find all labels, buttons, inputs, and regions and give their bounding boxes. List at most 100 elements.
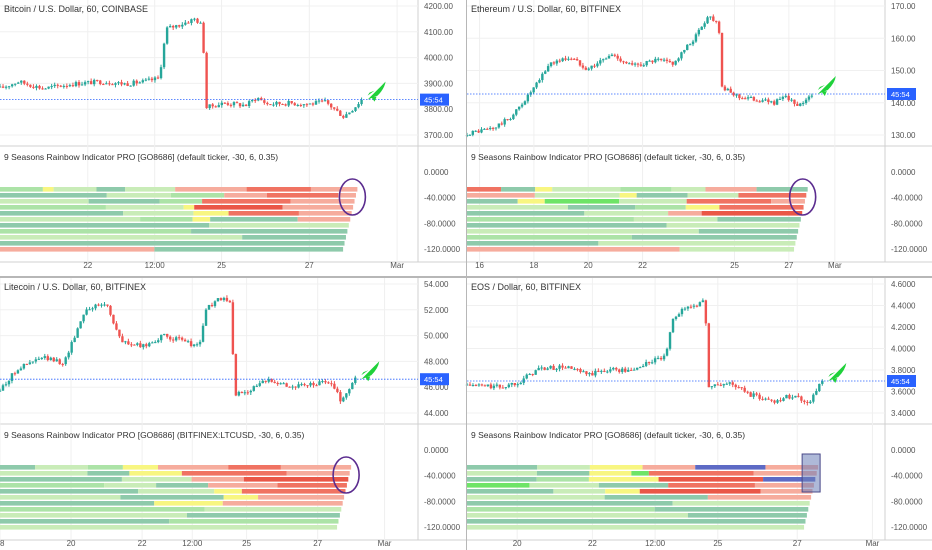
rainbow-band-segment — [584, 211, 669, 216]
candle-body — [483, 385, 487, 387]
candle-body — [526, 94, 530, 102]
rainbow-band-segment — [0, 217, 141, 222]
indicator-tick-label: 0.0000 — [891, 446, 916, 455]
candle-body — [91, 308, 94, 310]
candle-body — [13, 373, 17, 375]
candle-body — [697, 29, 701, 35]
candle-body — [174, 337, 178, 341]
candle-body — [549, 62, 553, 67]
candle-body — [793, 99, 796, 104]
candle-body — [129, 85, 132, 87]
candle-body — [630, 63, 634, 65]
rainbow-band-segment — [695, 465, 766, 470]
candle-body — [127, 341, 130, 345]
candle-body — [82, 314, 85, 322]
candle-body — [211, 104, 214, 107]
candle-body — [247, 101, 251, 107]
rainbow-band-segment — [0, 187, 43, 192]
indicator-tick-label: -120.0000 — [891, 245, 928, 254]
candle-body — [812, 394, 815, 402]
candle-body — [761, 398, 764, 400]
price-tick-label: 4000.00 — [424, 54, 453, 63]
candle-body — [163, 333, 166, 335]
price-pane-title: Litecoin / U.S. Dollar, 60, BITFINEX — [4, 282, 146, 292]
highlight-circle — [788, 178, 817, 216]
candle-body — [641, 365, 645, 368]
candle-body — [717, 21, 721, 33]
highlight-circle — [338, 178, 367, 216]
candle-body — [223, 102, 227, 104]
candle-body — [339, 110, 342, 116]
candle-body — [494, 127, 498, 129]
price-tick-label: 3700.00 — [424, 131, 453, 140]
candle-body — [329, 103, 333, 108]
candle-body — [552, 365, 555, 370]
candle-body — [671, 61, 674, 65]
candle-body — [480, 384, 484, 386]
candle-body — [28, 362, 32, 365]
candle-body — [677, 58, 680, 61]
candle-body — [293, 103, 296, 106]
candle-body — [117, 82, 120, 84]
rainbow-band-segment — [631, 235, 797, 240]
rainbow-band-segment — [588, 477, 659, 482]
candle-body — [159, 67, 163, 79]
rainbow-band-segment — [537, 465, 590, 470]
candle-body — [818, 383, 821, 391]
candle-body — [474, 130, 477, 132]
candle-body — [249, 390, 252, 393]
time-tick-label: 25 — [713, 539, 722, 548]
time-tick-label: 25 — [730, 261, 739, 270]
candle-body — [150, 78, 154, 81]
candle-body — [166, 333, 169, 337]
indicator-tick-label: -120.0000 — [891, 523, 928, 532]
candle-body — [567, 366, 570, 369]
price-tick-label: 4200.00 — [424, 2, 453, 11]
rainbow-band-segment — [467, 205, 568, 210]
candle-body — [315, 385, 318, 387]
candle-body — [791, 397, 794, 399]
candle-body — [596, 63, 599, 67]
candle-body — [336, 388, 339, 393]
candle-body — [339, 392, 342, 402]
rainbow-band-segment — [0, 241, 345, 246]
rainbow-band-segment — [536, 477, 589, 482]
rainbow-band-segment — [242, 235, 346, 240]
candle-body — [276, 382, 279, 385]
candle-body — [65, 85, 69, 87]
price-tick-label: 4.2000 — [891, 323, 916, 332]
candle-body — [694, 34, 698, 42]
rainbow-band-segment — [181, 471, 287, 476]
candle-body — [515, 109, 518, 115]
candle-body — [561, 58, 564, 62]
rainbow-band-segment — [193, 211, 229, 216]
rainbow-band-segment — [598, 483, 669, 488]
candle-body — [68, 85, 72, 87]
candle-body — [647, 362, 651, 364]
candle-body — [474, 384, 478, 386]
candle-body — [575, 59, 579, 61]
candle-body — [726, 88, 730, 91]
candle-body — [220, 102, 224, 106]
indicator-title: 9 Seasons Rainbow Indicator PRO [GO8686]… — [4, 430, 304, 440]
vertical-split — [466, 0, 467, 550]
candle-body — [656, 357, 660, 359]
rainbow-band-segment — [771, 199, 805, 204]
candle-body — [133, 344, 136, 346]
rainbow-band-segment — [467, 211, 585, 216]
candle-body — [43, 356, 46, 358]
candle-body — [229, 104, 233, 106]
candle-body — [491, 127, 495, 129]
candle-body — [517, 106, 521, 110]
price-tick-label: 44.000 — [424, 409, 449, 418]
rainbow-band-segment — [501, 187, 536, 192]
rainbow-band-segment — [120, 495, 224, 500]
candle-body — [794, 395, 797, 398]
candle-body — [691, 41, 695, 45]
candle-body — [624, 368, 627, 372]
candle-body — [7, 86, 11, 88]
candle-body — [674, 60, 677, 65]
candle-body — [567, 58, 570, 60]
btc-panel: 4200.00 4100.00 4000.00 3900.00 3800.00 3700.… — [0, 0, 466, 270]
candle-body — [254, 99, 257, 101]
